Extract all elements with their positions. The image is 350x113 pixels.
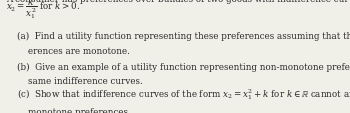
- Text: (b)  Give an example of a utility function representing non-monotone preferences: (b) Give an example of a utility functio…: [17, 62, 350, 71]
- Text: (c)  Show that indifference curves of the form $x_2 = x_1^2 + k$ for $k \in \mat: (c) Show that indifference curves of the…: [17, 87, 350, 101]
- Text: A consumer has preferences over bundles of two goods with indifference curves de: A consumer has preferences over bundles …: [6, 0, 350, 4]
- Text: same indifference curves.: same indifference curves.: [28, 77, 143, 86]
- Text: monotone preferences.: monotone preferences.: [28, 107, 131, 113]
- Text: (a)  Find a utility function representing these preferences assuming that the co: (a) Find a utility function representing…: [17, 32, 350, 41]
- Text: $x_2 = \dfrac{k}{x_1^2}$ for $k > 0$.: $x_2 = \dfrac{k}{x_1^2}$ for $k > 0$.: [6, 0, 80, 20]
- Text: erences are monotone.: erences are monotone.: [28, 46, 130, 55]
